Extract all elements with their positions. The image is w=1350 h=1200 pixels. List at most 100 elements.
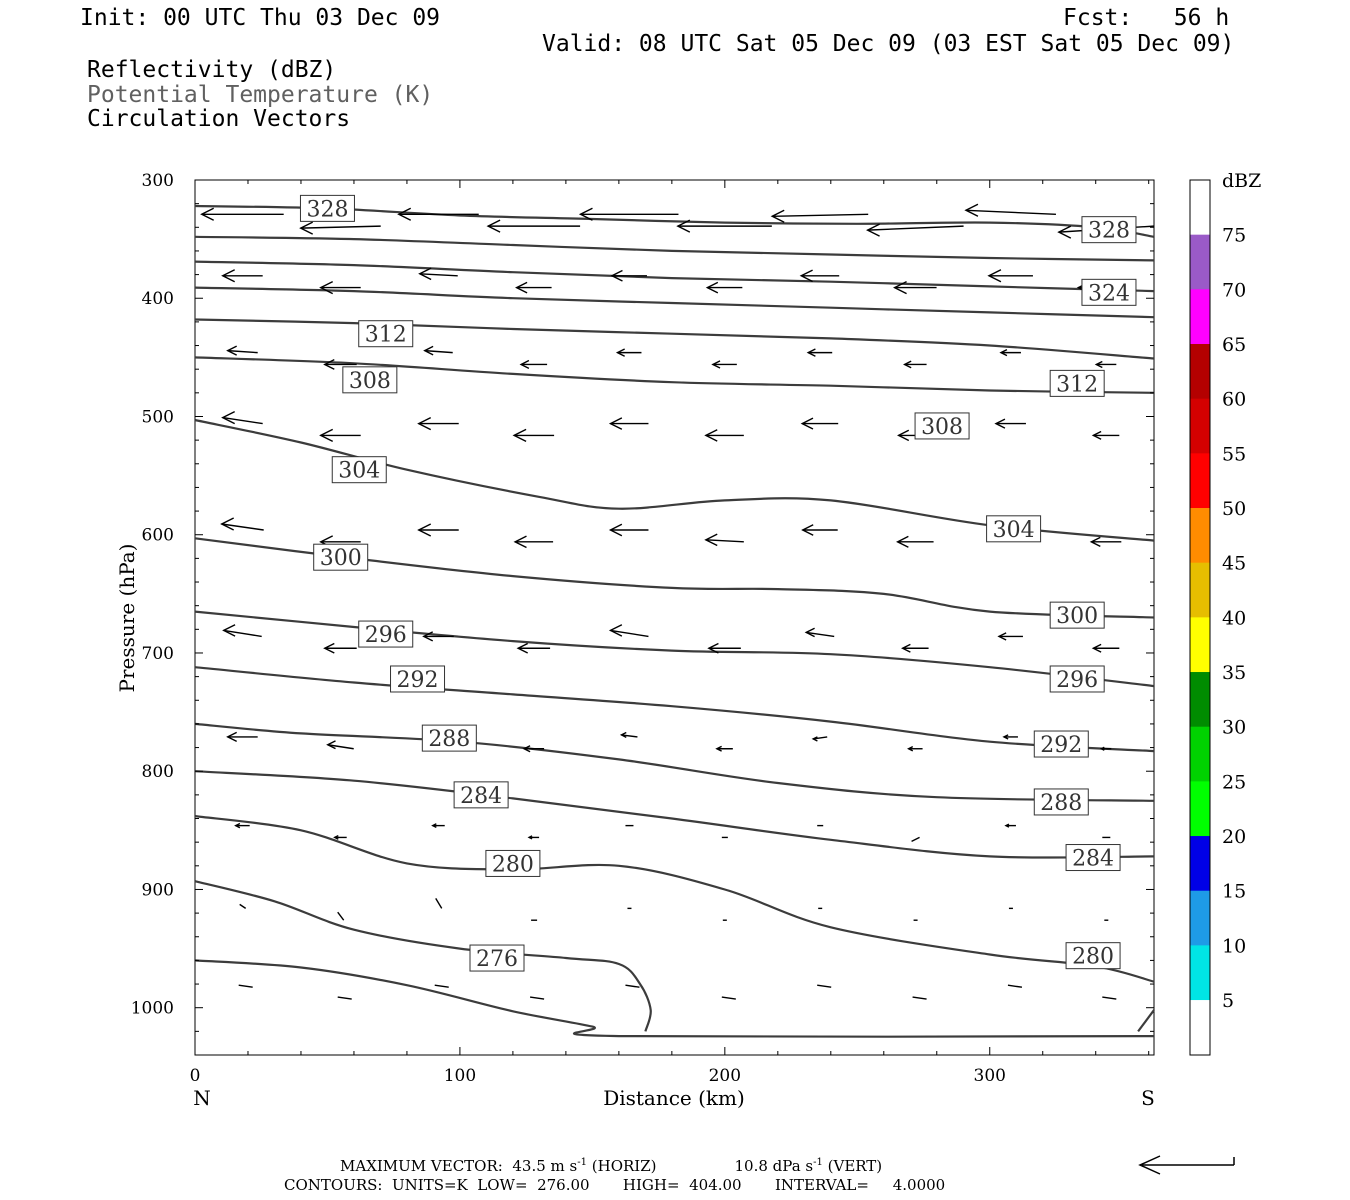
circulation-vector-head (323, 359, 335, 370)
circulation-vector (221, 523, 264, 531)
circulation-vector-head (515, 281, 528, 294)
circulation-vector-head (896, 535, 909, 548)
circulation-vector (911, 836, 920, 843)
circulation-vector-head (299, 221, 314, 235)
y-tick-label: 900 (142, 880, 174, 900)
colorbar-level-label: 50 (1222, 498, 1246, 520)
theta-contour (194, 260, 1155, 293)
vert-suffix: (VERT) (827, 1157, 883, 1175)
contour-label: 288 (1040, 791, 1082, 816)
circulation-vector-head (804, 627, 815, 638)
circulation-vector-head (422, 631, 434, 642)
circulation-vector (772, 213, 869, 217)
contour-label-box (1033, 788, 1089, 816)
circulation-vector-head (770, 209, 785, 223)
circulation-vector (625, 984, 640, 988)
contour-label: 304 (338, 459, 380, 484)
circulation-vector (239, 903, 247, 909)
exp-1: -1 (577, 1157, 587, 1168)
contour-label: 276 (476, 947, 518, 972)
circulation-vector-head (801, 524, 814, 536)
contour-label-box (1049, 601, 1105, 629)
contour-label-box (453, 781, 509, 809)
colorbar-segment (1190, 344, 1210, 400)
circulation-vector (912, 996, 927, 1000)
circulation-vector (721, 996, 736, 1000)
circulation-vector (813, 736, 828, 740)
theta-contour (194, 610, 1155, 688)
circulation-vector-head (200, 207, 214, 221)
circulation-vector (227, 349, 258, 354)
circulation-vector (424, 349, 453, 354)
colorbar-segment (1190, 234, 1210, 290)
theta-contour (194, 418, 1155, 542)
circulation-vector-head (418, 267, 432, 281)
circulation-vector-head (608, 417, 623, 430)
y-tick-label: 700 (142, 644, 174, 664)
theta-contour (194, 204, 1155, 238)
y-tick-label: 300 (142, 171, 174, 191)
theta-contour (194, 286, 1155, 319)
init-time: Init: 00 UTC Thu 03 Dec 09 (80, 5, 441, 31)
colorbar-segment (1190, 562, 1210, 618)
circulation-vector-head (964, 203, 979, 217)
colorbar-segment (1190, 1000, 1210, 1056)
theta-contour (194, 666, 1155, 753)
y-tick-label: 1000 (131, 999, 174, 1019)
circulation-vector (965, 209, 1056, 215)
circulation-vector (337, 911, 345, 921)
contour-label: 308 (349, 369, 391, 394)
circulation-vector-head (234, 822, 241, 829)
contour-label: 300 (320, 546, 362, 571)
contour-label: 292 (1040, 733, 1082, 758)
contour-label-box (331, 456, 387, 484)
colorbar-level-label: 70 (1222, 279, 1246, 301)
dbz-colorbar: 5 10 15 20 25 30 35 40 45 50 55 60 65 70 75 dBZ (1189, 170, 1261, 1056)
x-axis-title: Distance (km) (603, 1086, 745, 1110)
circulation-vector-head (1099, 746, 1105, 751)
theta-contour (194, 815, 1155, 983)
contour-label: 292 (397, 668, 439, 693)
colorbar-level-label: 30 (1222, 717, 1246, 739)
contour-label-box (421, 724, 477, 752)
circulation-vector (434, 984, 449, 988)
field-label-reflectivity: Reflectivity (dBZ) (87, 57, 337, 83)
max-vector-line: MAXIMUM VECTOR: 43.5 m s-1 (HORIZ) 10.8 d… (340, 1157, 882, 1175)
theta-contour (194, 318, 1155, 360)
contour-label: 312 (365, 323, 407, 348)
colorbar-level-label: 5 (1222, 990, 1234, 1012)
contour-label-box (1081, 278, 1137, 306)
circulation-vector (1102, 996, 1117, 1000)
x-end-label-south: S (1141, 1086, 1155, 1110)
colorbar-segment (1190, 726, 1210, 782)
circulation-vector-head (226, 731, 237, 743)
contour-label-box (390, 665, 446, 693)
circulation-vector-head (220, 517, 234, 531)
circulation-vector (327, 744, 354, 750)
colorbar-frame (1189, 179, 1211, 1056)
field-label-theta: Potential Temperature (K) (87, 82, 434, 108)
contour-label: 284 (1072, 847, 1114, 872)
circulation-vector (806, 631, 835, 638)
contour-label-box (342, 366, 398, 394)
circulation-vector-head (715, 745, 722, 752)
circulation-vector-head (994, 418, 1006, 429)
colorbar-segment (1190, 836, 1210, 892)
circulation-vector-head (323, 642, 335, 654)
circulation-vector-head (527, 835, 533, 840)
field-label-vectors: Circulation Vectors (87, 106, 351, 132)
circulation-vector-head (519, 359, 530, 369)
contour-info: CONTOURS: UNITS=K LOW= 276.00 HIGH= 404.… (284, 1176, 946, 1194)
colorbar-level-label: 75 (1222, 225, 1246, 247)
circulation-vector-head (705, 281, 719, 294)
colorbar-level-label: 55 (1222, 443, 1246, 465)
circulation-vector-head (1091, 430, 1102, 440)
circulation-vector-head (800, 417, 814, 430)
colorbar-unit-label: dBZ (1222, 170, 1261, 192)
circulation-vector-head (1057, 225, 1072, 239)
contour-label-box (1033, 730, 1089, 758)
colorbar-segment (1190, 890, 1210, 946)
circulation-vector-head (1094, 360, 1103, 369)
circulation-vector-head (997, 632, 1007, 641)
